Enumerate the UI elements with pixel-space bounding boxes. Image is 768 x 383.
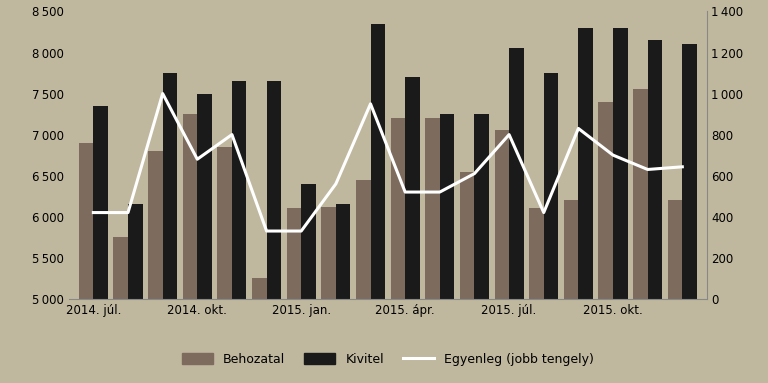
Bar [440, 114, 455, 383]
Bar [391, 118, 406, 383]
Bar [336, 205, 350, 383]
Bar [217, 147, 232, 383]
Bar [529, 208, 544, 383]
Bar [509, 48, 524, 383]
Bar [475, 114, 489, 383]
Bar [197, 93, 212, 383]
Bar [183, 114, 197, 383]
Bar [114, 237, 128, 383]
Bar [460, 172, 475, 383]
Bar [79, 143, 94, 383]
Bar [286, 208, 301, 383]
Bar [633, 90, 647, 383]
Bar [598, 102, 613, 383]
Bar [252, 278, 266, 383]
Bar [321, 207, 336, 383]
Bar [647, 40, 662, 383]
Bar [128, 205, 143, 383]
Bar [544, 73, 558, 383]
Bar [613, 28, 627, 383]
Bar [163, 73, 177, 383]
Bar [356, 180, 370, 383]
Bar [266, 81, 281, 383]
Bar [301, 184, 316, 383]
Bar [370, 24, 385, 383]
Bar [94, 106, 108, 383]
Bar [425, 118, 440, 383]
Bar [578, 28, 593, 383]
Bar [667, 200, 682, 383]
Bar [406, 77, 419, 383]
Bar [232, 81, 247, 383]
Bar [148, 151, 163, 383]
Bar [495, 131, 509, 383]
Bar [564, 200, 578, 383]
Bar [682, 44, 697, 383]
Legend: Behozatal, Kivitel, Egyenleg (jobb tengely): Behozatal, Kivitel, Egyenleg (jobb tenge… [177, 348, 599, 371]
